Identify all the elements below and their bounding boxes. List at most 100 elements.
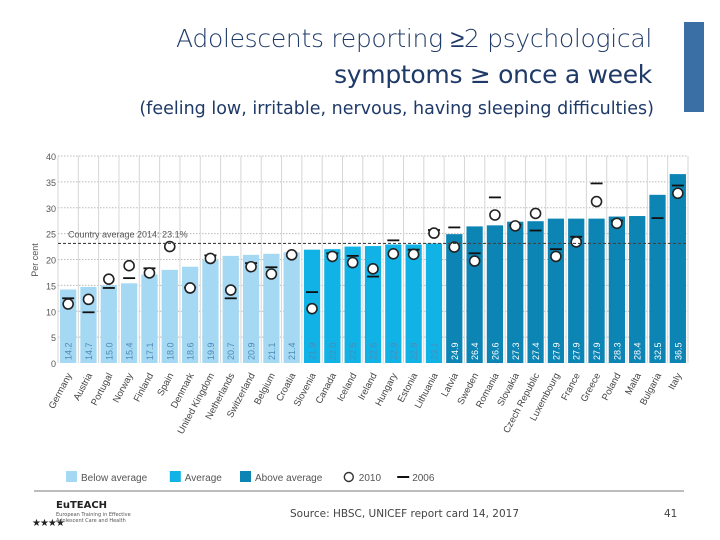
legend-label: Average — [185, 473, 223, 484]
y-tick-label: 15 — [46, 281, 56, 291]
bar-croatia — [283, 252, 300, 363]
data-label: 22.0 — [328, 342, 338, 360]
y-tick-label: 30 — [46, 204, 56, 214]
marker-2010 — [123, 259, 135, 272]
marker-2010 — [550, 250, 562, 263]
marker-2010 — [529, 207, 542, 220]
bar-ireland — [364, 246, 382, 363]
marker-2010 — [82, 293, 95, 306]
data-label: 21.4 — [287, 342, 297, 360]
bar-chart: 0 5 10 15 20 25 30 35 40 Per cent 14.2 Germany 14.7 A… — [30, 152, 689, 484]
marker-2010 — [407, 248, 420, 261]
bar-iceland — [344, 246, 361, 363]
x-tick-label: Germany — [47, 371, 75, 411]
legend-swatch-average — [169, 471, 181, 482]
marker-2010 — [489, 209, 501, 221]
marker-2010 — [468, 255, 481, 267]
marker-2010 — [306, 302, 318, 315]
bar-slovakia — [507, 221, 524, 363]
bar-luxembourg — [547, 218, 565, 363]
bar-poland — [608, 216, 625, 363]
bar-czech-republic — [527, 221, 544, 363]
legend-swatch-above — [240, 471, 251, 482]
marker-2010 — [103, 273, 115, 285]
bar-austria — [80, 286, 97, 363]
marker-2010 — [448, 241, 461, 253]
y-tick-label: 40 — [46, 152, 56, 162]
marker-2010 — [611, 217, 623, 230]
euteach-logo: ★★★★ EuTEACH European Training in Effect… — [30, 496, 170, 540]
bar-spain — [161, 269, 178, 363]
data-label: 23.1 — [429, 342, 439, 360]
data-label: 18.6 — [186, 342, 196, 360]
data-label: 24.9 — [450, 342, 460, 360]
data-label: 27.9 — [551, 342, 561, 360]
slide-title-line1: Adolescents reporting ≥2 psychological — [176, 24, 652, 53]
bar-estonia — [405, 244, 422, 363]
bar-canada — [324, 249, 341, 363]
bar-lithuania — [425, 243, 443, 363]
y-tick-label: 25 — [46, 230, 56, 240]
source-note: Source: HBSC, UNICEF report card 14, 201… — [290, 508, 520, 520]
page-number: 41 — [664, 508, 678, 520]
bar-united-kingdom — [202, 260, 219, 363]
marker-2010 — [143, 267, 156, 279]
marker-2010 — [326, 250, 339, 263]
bar-netherlands — [222, 255, 239, 363]
data-label: 15.0 — [104, 342, 114, 360]
legend-label: 2006 — [412, 473, 435, 484]
legend-label: Above average — [255, 473, 323, 484]
data-label: 22.6 — [369, 342, 379, 360]
y-tick-label: 0 — [51, 359, 56, 369]
marker-2010 — [224, 284, 237, 296]
logo-name: EuTEACH — [56, 500, 108, 511]
y-tick-label: 5 — [51, 333, 56, 343]
x-tick-label: Poland — [600, 371, 624, 402]
bar-latvia — [446, 234, 463, 363]
bar-italy — [669, 174, 686, 363]
bar-switzerland — [242, 254, 260, 363]
data-label: 19.9 — [206, 342, 216, 360]
slide-subtitle: (feeling low, irritable, nervous, having… — [139, 99, 654, 119]
marker-2010 — [62, 298, 74, 310]
marker-2010 — [163, 240, 176, 253]
accent-bar — [684, 22, 704, 112]
data-label: 32.5 — [653, 342, 663, 360]
data-label: 17.1 — [145, 342, 155, 360]
data-label: 27.3 — [511, 342, 521, 360]
marker-2010 — [590, 195, 603, 208]
logo-tagline: European Training in Effective Adolescen… — [56, 512, 131, 524]
legend-label: Below average — [81, 473, 148, 484]
data-label: 26.4 — [470, 342, 480, 360]
data-label: 28.4 — [633, 342, 643, 360]
x-tick-label: Greece — [579, 371, 603, 404]
bar-portugal — [100, 285, 117, 363]
marker-2010 — [265, 268, 278, 280]
marker-2010 — [346, 256, 359, 269]
x-tick-label: Iceland — [335, 371, 359, 403]
marker-2010 — [285, 249, 298, 261]
y-tick-label: 35 — [46, 178, 56, 188]
data-label: 20.7 — [226, 342, 236, 360]
y-tick-label: 10 — [46, 307, 56, 317]
bar-finland — [141, 274, 158, 363]
data-label: 26.6 — [490, 342, 500, 360]
bar-hungary — [385, 244, 402, 363]
data-label: 27.9 — [592, 342, 602, 360]
marker-2010 — [367, 263, 379, 275]
marker-2010 — [387, 248, 400, 260]
stars-icon: ★★★★ — [32, 518, 65, 529]
bar-romania — [486, 225, 504, 363]
legend-swatch-below — [66, 471, 77, 482]
data-label: 22.9 — [409, 342, 419, 360]
x-tick-label: Italy — [667, 371, 685, 392]
data-label: 18.0 — [165, 342, 175, 360]
marker-2010 — [672, 187, 684, 200]
data-label: 21.9 — [308, 342, 318, 360]
bar-greece — [588, 218, 605, 363]
data-label: 20.9 — [247, 342, 257, 360]
y-tick-label: 20 — [46, 256, 56, 266]
data-label: 27.9 — [572, 342, 582, 360]
x-tick-label: Latvia — [439, 371, 461, 399]
